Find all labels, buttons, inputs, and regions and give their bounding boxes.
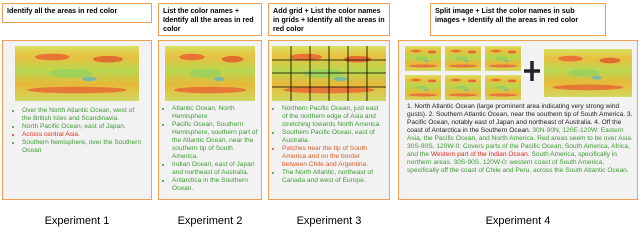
result-box: Northern Pacific Ocean, just east of the… [268, 40, 390, 200]
result-item: Antarctica in the Southern Ocean. [172, 177, 259, 193]
plus [524, 61, 540, 81]
result-box: Over the North Atlantic Ocean, west of t… [2, 40, 152, 200]
map [544, 49, 632, 97]
result-item: Southern Pacific Ocean, east of Australi… [282, 129, 385, 145]
result-item: North Pacific Ocean, east of Japan. [22, 123, 145, 131]
result-paragraph: 1. North Atlantic Ocean (large prominent… [407, 103, 633, 175]
result-segment: South America, specifically in northern … [407, 151, 629, 174]
map [15, 46, 139, 101]
result-text: Northern Pacific Ocean, just east of the… [273, 105, 385, 185]
result-list: Northern Pacific Ocean, just east of the… [273, 105, 385, 185]
map [165, 46, 255, 101]
result-item: The North Atlantic, northeast of Canada … [282, 169, 385, 185]
result-segment: 30N-90N, 120E-120W: Eastern Asia, the Pa… [407, 127, 633, 158]
result-segment: 1. North Atlantic Ocean (large prominent… [407, 103, 633, 134]
result-item: Over the North Atlantic Ocean, west of t… [22, 107, 145, 123]
map [272, 46, 386, 101]
result-box: Atlantic Ocean, North HemispherePacific … [158, 40, 262, 200]
result-list: Over the North Atlantic Ocean, west of t… [13, 107, 145, 155]
result-text: Atlantic Ocean, North HemispherePacific … [163, 105, 259, 193]
prompt: List the color names + Identify all the … [158, 3, 262, 36]
sub-maps [405, 46, 521, 100]
caption: Experiment 2 [177, 215, 243, 227]
result-item: Pacific Ocean, Southern Hemisphere, sout… [172, 121, 259, 161]
result-item: Northern Pacific Ocean, just east of the… [282, 105, 385, 129]
result-text: Over the North Atlantic Ocean, west of t… [13, 107, 145, 155]
result-item: Patches near the tip of South America an… [282, 145, 385, 169]
caption: Experiment 1 [44, 215, 110, 227]
result-box: 1. North Atlantic Ocean (large prominent… [398, 40, 638, 200]
result-list: Atlantic Ocean, North HemispherePacific … [163, 105, 259, 193]
result-item: Atlantic Ocean, North Hemisphere [172, 105, 259, 121]
result-segment: Western part of the Indian Ocean. [430, 151, 530, 158]
prompt: Identify all the areas in red color [2, 3, 152, 23]
result-item: Indian Ocean, east of Japan and northeas… [172, 161, 259, 177]
result-text: 1. North Atlantic Ocean (large prominent… [407, 103, 633, 175]
result-item: Across central Asia. [22, 131, 145, 139]
caption: Experiment 3 [296, 215, 362, 227]
caption: Experiment 4 [485, 215, 551, 227]
prompt: Add grid + List the color names in grids… [268, 3, 390, 36]
result-item: Southern hemisphere, over the Southern O… [22, 139, 145, 155]
prompt: Split image + List the color names in su… [430, 3, 606, 36]
